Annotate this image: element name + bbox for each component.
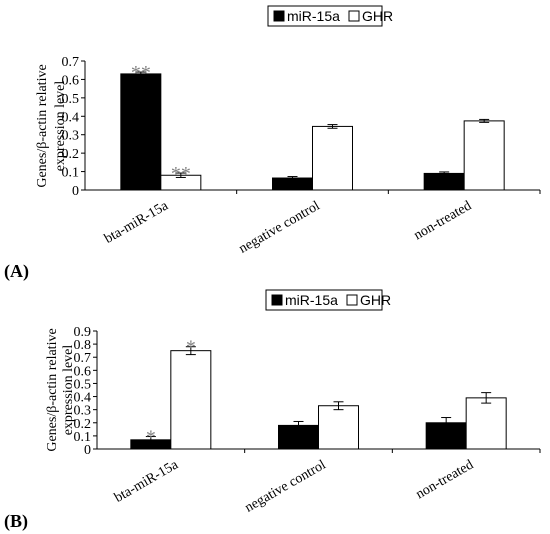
significance-label: * [186, 337, 196, 359]
legend-swatch-mir-15a [273, 10, 285, 22]
y-tick-label: 0.1 [74, 430, 92, 445]
y-axis-title: expression level [53, 81, 68, 172]
y-tick-label: 0.7 [62, 55, 80, 70]
significance-label: ** [171, 163, 191, 185]
y-tick-label: 0.8 [74, 338, 92, 353]
significance-label: * [146, 427, 156, 449]
legend-label: miR-15a [285, 292, 338, 308]
y-tick-label: 0.5 [62, 92, 80, 107]
bar-ghr [463, 120, 505, 191]
y-tick-label: 0.4 [62, 110, 80, 125]
category-label: non-treated [411, 198, 474, 243]
panel-a: 0 0.1 0.2 0.3 0.4 0.5 0.6 0.7 Genes/β-actin rela… [4, 5, 541, 282]
y-tick-label: 0.7 [74, 351, 92, 366]
bar-mir-15a [120, 73, 162, 191]
bar-ghr [465, 397, 507, 450]
y-tick-label: 0.3 [74, 404, 92, 419]
legend-label: GHR [360, 292, 391, 308]
legend-label: miR-15a [287, 8, 340, 24]
bar-ghr [170, 350, 212, 450]
y-tick-label: 0.4 [74, 391, 92, 406]
y-tick-label: 0.5 [74, 377, 92, 392]
panel-b: 00.10.20.30.40.50.60.70.80.9 Genes/β-acti… [4, 289, 541, 532]
significance-label: ** [131, 62, 151, 84]
y-tick-label: 0.2 [74, 417, 92, 432]
legend-swatch-ghr [348, 10, 360, 22]
bar-ghr [312, 125, 353, 191]
y-tick-label: 0.1 [62, 166, 80, 181]
y-tick-label: 0 [72, 184, 79, 199]
y-axis-title: Genes/β-actin relative [45, 328, 60, 451]
y-tick-label: 0.9 [74, 325, 92, 340]
panel-label: (B) [4, 511, 28, 532]
category-label: bta-miR-15a [112, 457, 181, 506]
category-label: negative control [243, 457, 329, 515]
category-label: bta-miR-15a [102, 198, 171, 247]
y-tick-label: 0 [84, 443, 91, 458]
legend-label: GHR [362, 8, 393, 24]
bar-mir-15a [423, 172, 465, 191]
y-axis-title: Genes/β-actin relative [35, 64, 50, 187]
y-axis-title: expression level [61, 345, 76, 436]
category-label: non-treated [413, 457, 476, 502]
legend-swatch-ghr [346, 294, 358, 306]
y-tick-label: 0.6 [74, 364, 92, 379]
y-tick-label: 0.2 [62, 147, 80, 162]
y-tick-label: 0.6 [62, 73, 80, 88]
category-label: negative control [237, 198, 323, 256]
panel-label: (A) [4, 261, 29, 282]
y-tick-label: 0.3 [62, 129, 80, 144]
legend-swatch-mir-15a [271, 294, 283, 306]
bar-ghr [318, 405, 359, 450]
